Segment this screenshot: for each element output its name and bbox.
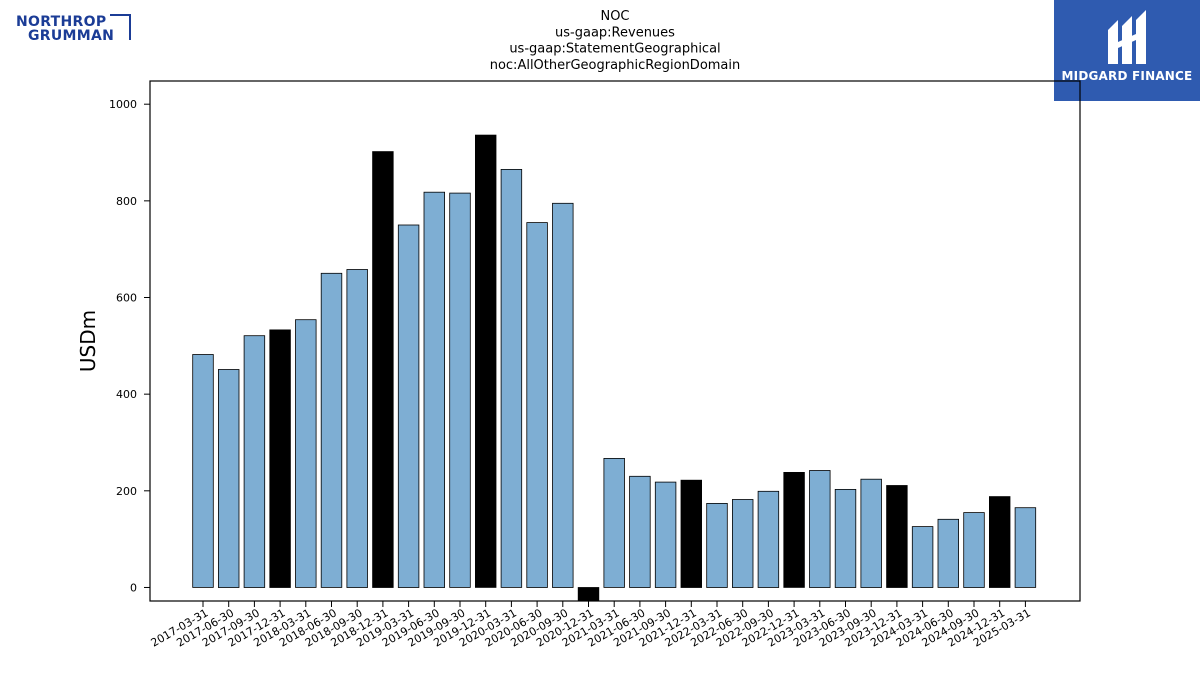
bar xyxy=(629,475,651,588)
y-axis: 0 200 400 600 800 1000 xyxy=(109,98,150,594)
y-tick-label: 1000 xyxy=(109,98,137,111)
bar xyxy=(1014,507,1037,588)
chart-title-line: us-gaap:StatementGeographical xyxy=(509,42,720,57)
x-axis: 2017-03-312017-06-302017-09-302017-12-31… xyxy=(149,601,1033,650)
bar xyxy=(320,272,343,588)
corner-badge: MIDGARD FINANCE xyxy=(1054,0,1200,101)
bar xyxy=(423,191,446,588)
y-tick-label: 600 xyxy=(116,292,137,305)
bar xyxy=(372,151,394,588)
bar xyxy=(937,518,960,588)
company-logo-line2: GRUMMAN xyxy=(28,28,114,44)
bar xyxy=(732,499,754,588)
bar xyxy=(654,481,677,588)
bar xyxy=(243,335,266,588)
bar xyxy=(397,224,420,588)
bar xyxy=(449,192,471,588)
bar xyxy=(783,471,805,588)
bar xyxy=(911,526,934,588)
bar xyxy=(860,478,882,588)
logo-bracket xyxy=(110,14,131,40)
bar xyxy=(757,490,780,588)
bar xyxy=(834,488,857,588)
y-tick-label: 0 xyxy=(130,581,137,594)
bar xyxy=(526,222,548,588)
y-tick-label: 800 xyxy=(116,195,137,208)
bar xyxy=(706,502,728,588)
bar xyxy=(192,354,214,588)
bar xyxy=(680,479,703,588)
bar xyxy=(963,512,985,588)
y-axis-label: USDm xyxy=(76,310,100,372)
chart-title-line: us-gaap:Revenues xyxy=(555,25,675,40)
company-logo-line1: NORTHROP xyxy=(16,14,106,30)
bar xyxy=(269,329,291,588)
bars xyxy=(192,134,1037,602)
y-tick-label: 200 xyxy=(116,485,137,498)
bar xyxy=(346,269,368,588)
badge-text: MIDGARD FINANCE xyxy=(1061,69,1193,83)
bar xyxy=(500,168,523,588)
bar xyxy=(603,457,625,588)
chart-title-line: NOC xyxy=(600,9,629,24)
company-logo: NORTHROP GRUMMAN xyxy=(16,14,131,44)
bar xyxy=(217,369,240,588)
plot-frame xyxy=(149,80,1081,602)
y-tick-label: 400 xyxy=(116,388,137,401)
bar xyxy=(886,485,908,588)
badge-emblem-icon xyxy=(1108,10,1146,64)
bar xyxy=(989,496,1011,588)
bar xyxy=(474,134,497,588)
bar xyxy=(552,202,574,588)
bar xyxy=(577,587,600,602)
bar xyxy=(295,319,317,588)
chart-title-line: noc:AllOtherGeographicRegionDomain xyxy=(490,58,741,73)
bar xyxy=(809,470,831,588)
